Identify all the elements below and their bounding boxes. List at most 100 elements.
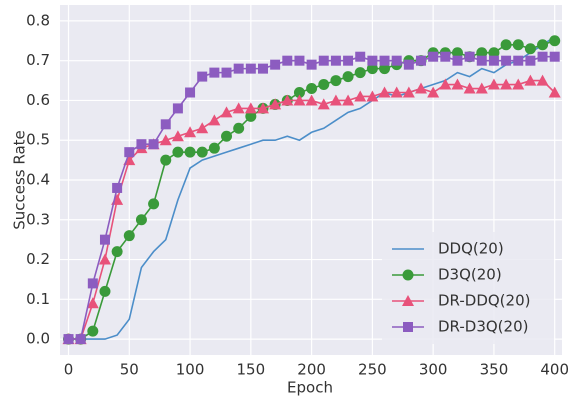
marker <box>282 55 293 66</box>
marker <box>245 63 256 74</box>
marker <box>245 110 257 122</box>
marker <box>524 43 536 55</box>
marker <box>439 78 452 90</box>
marker <box>317 98 330 110</box>
y-tick-label: 0.5 <box>26 131 50 149</box>
marker <box>451 78 464 90</box>
marker <box>537 39 549 51</box>
marker <box>549 51 560 62</box>
legend-label: DR-D3Q(20) <box>438 318 528 336</box>
marker <box>488 47 500 59</box>
marker <box>476 55 487 66</box>
marker <box>416 55 427 66</box>
marker <box>548 86 561 98</box>
marker <box>160 154 172 166</box>
marker <box>171 130 184 142</box>
marker <box>402 86 415 98</box>
marker <box>378 86 391 98</box>
legend: DDQ(20) D3Q(20) DR-DDQ(20) DR-D3Q(20) <box>382 232 554 344</box>
marker <box>536 74 549 86</box>
marker <box>209 67 220 78</box>
marker <box>160 119 171 130</box>
marker <box>99 234 110 245</box>
marker <box>475 82 488 94</box>
marker <box>379 55 390 66</box>
marker <box>402 269 414 281</box>
marker <box>403 322 413 332</box>
marker <box>172 146 184 158</box>
marker <box>148 198 160 210</box>
marker <box>196 146 208 158</box>
marker <box>232 102 245 114</box>
marker <box>305 94 318 106</box>
marker <box>256 102 269 114</box>
marker <box>512 39 524 51</box>
legend-label: DDQ(20) <box>438 240 504 258</box>
marker <box>98 253 111 265</box>
marker <box>185 87 196 98</box>
marker <box>257 63 268 74</box>
marker <box>415 82 428 94</box>
marker <box>391 55 402 66</box>
marker <box>135 214 147 226</box>
marker <box>501 55 512 66</box>
y-tick-label: 0.7 <box>26 51 50 69</box>
marker <box>294 55 305 66</box>
marker <box>330 75 342 87</box>
marker <box>513 55 524 66</box>
marker <box>233 63 244 74</box>
marker <box>525 55 536 66</box>
marker <box>111 246 123 258</box>
marker <box>343 55 354 66</box>
marker <box>452 55 463 66</box>
marker <box>208 114 221 126</box>
marker <box>87 278 98 289</box>
marker <box>366 63 378 75</box>
marker <box>293 87 305 98</box>
x-tick-label: 350 <box>480 361 509 379</box>
marker <box>244 102 257 114</box>
marker <box>390 86 403 98</box>
marker <box>330 55 341 66</box>
marker <box>306 59 317 70</box>
x-tick-label: 400 <box>540 361 569 379</box>
marker <box>148 139 159 150</box>
marker <box>342 71 354 83</box>
marker <box>451 47 463 59</box>
marker <box>197 71 208 82</box>
legend-label: D3Q(20) <box>438 266 502 284</box>
marker <box>464 51 475 62</box>
marker <box>196 122 209 134</box>
marker <box>159 134 172 146</box>
marker <box>220 106 233 118</box>
marker <box>487 78 500 90</box>
y-tick-label: 0.2 <box>26 250 50 268</box>
marker <box>329 94 342 106</box>
marker <box>354 67 366 79</box>
marker <box>488 55 499 66</box>
y-tick-label: 0.4 <box>26 171 50 189</box>
marker <box>123 230 135 242</box>
y-axis-label: Success Rate <box>11 130 29 230</box>
marker <box>512 78 525 90</box>
marker <box>427 86 440 98</box>
marker <box>318 79 330 91</box>
marker <box>463 82 476 94</box>
marker <box>402 295 414 306</box>
marker <box>293 94 306 106</box>
x-tick-label: 250 <box>358 361 387 379</box>
y-tick-label: 0.3 <box>26 210 50 228</box>
marker <box>318 55 329 66</box>
marker <box>379 63 391 75</box>
marker <box>233 122 245 134</box>
x-tick-label: 50 <box>120 361 139 379</box>
marker <box>86 297 99 309</box>
y-tick-label: 0.0 <box>26 330 50 348</box>
marker <box>549 35 561 47</box>
marker <box>524 74 537 86</box>
marker <box>221 130 233 142</box>
marker <box>221 67 232 78</box>
marker <box>476 47 488 59</box>
x-tick-label: 200 <box>297 361 326 379</box>
